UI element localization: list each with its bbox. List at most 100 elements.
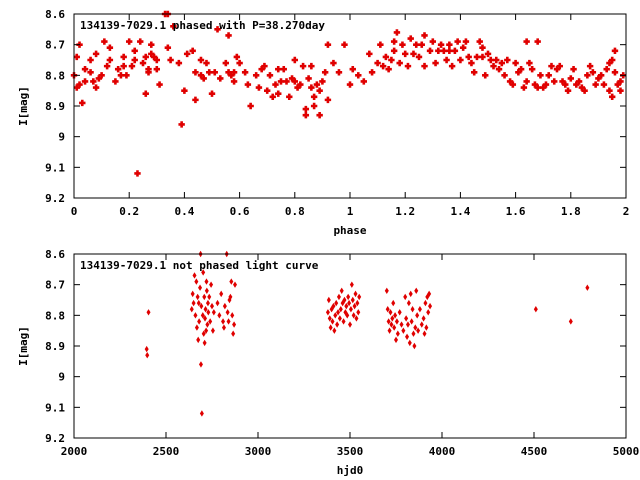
- phased-ticks: 0 0.2 0.4 0.6 0.8 1 1.2 1.4 1.6 1.8 2 8.6 8.7 8.8 8.9 9…: [45, 8, 629, 218]
- unphased-data-point: [348, 321, 352, 328]
- unphased-data-point: [145, 352, 150, 359]
- phased-data-point: [233, 53, 241, 61]
- unphased-data-point: [195, 293, 200, 301]
- phased-data-point: [228, 72, 235, 79]
- phased-data-point: [559, 78, 566, 85]
- phased-data-point: [390, 47, 398, 54]
- phased-data-point: [230, 69, 238, 76]
- unphased-data-point: [206, 309, 211, 316]
- phased-data-point: [302, 112, 310, 119]
- unphased-plot-frame: [73, 253, 627, 439]
- unphased-data-point: [405, 321, 410, 328]
- unphased-data-point: [201, 330, 206, 337]
- phased-data-point: [396, 59, 403, 67]
- phased-data-point: [197, 56, 205, 64]
- phased-data-point: [299, 62, 307, 70]
- unphased-data-point: [222, 302, 227, 310]
- phased-data-point: [537, 72, 544, 79]
- unphased-y-tick-label: 8.8: [45, 309, 65, 322]
- phased-data-point: [211, 69, 218, 76]
- unphased-data-point: [568, 318, 573, 325]
- phased-y-tick-label: 9: [58, 131, 65, 144]
- phased-data-point: [553, 66, 561, 73]
- unphased-data-point: [325, 309, 330, 316]
- phased-data-point: [137, 38, 144, 45]
- unphased-data-point: [226, 318, 231, 325]
- unphased-data-point: [417, 306, 422, 313]
- unphased-plot-area: 2000 2500 3000 3500 4000 4500 5000 8.6 8.7 8.8 8.9…: [45, 248, 639, 458]
- unphased-data-point: [403, 293, 408, 301]
- unphased-data-point: [394, 318, 399, 325]
- unphased-x-tick-label: 4500: [521, 445, 548, 458]
- unphased-data-point: [221, 324, 226, 331]
- phased-y-axis-label: I[mag]: [17, 86, 30, 126]
- phased-data-point: [148, 50, 155, 58]
- phased-data-point: [81, 78, 89, 85]
- phased-data-point: [214, 26, 221, 33]
- unphased-data-point: [197, 318, 202, 325]
- phased-data-point: [526, 59, 533, 67]
- unphased-data-point: [196, 299, 201, 307]
- phased-data-point: [611, 47, 619, 54]
- phased-data-point: [515, 69, 522, 76]
- unphased-data-point: [229, 278, 234, 285]
- phased-data-point: [490, 62, 497, 70]
- phased-data-point: [393, 29, 401, 36]
- phased-data-point: [520, 84, 528, 91]
- phased-data-point: [244, 81, 252, 88]
- unphased-data-point: [428, 302, 433, 310]
- phased-data-point: [288, 75, 296, 82]
- phased-y-tick-label: 8.7: [45, 39, 65, 52]
- phased-data-point: [206, 69, 213, 76]
- phased-data-point: [407, 35, 414, 42]
- phased-data-point: [443, 56, 450, 64]
- phased-x-tick-label: 0.4: [174, 205, 194, 218]
- phased-data-point: [252, 72, 260, 79]
- unphased-data-point: [221, 318, 226, 325]
- phased-data-point: [247, 102, 254, 110]
- phased-data-point: [153, 56, 160, 64]
- phased-data-point: [597, 72, 605, 79]
- unphased-data-point: [390, 315, 395, 322]
- phased-data-point: [482, 72, 489, 79]
- phased-data-point: [170, 23, 177, 30]
- phased-plot-area: 0 0.2 0.4 0.6 0.8 1 1.2 1.4 1.6 1.8 2 8.6 8.7 8.8 8.9 9…: [45, 8, 629, 218]
- phased-data-point: [236, 59, 243, 67]
- phased-data-point: [429, 38, 436, 45]
- phased-chart-title: 134139-7029.1 phased with P=38.270day: [80, 19, 325, 32]
- phased-data-point: [611, 69, 619, 76]
- phased-data-point: [225, 32, 232, 39]
- unphased-data-point: [205, 321, 210, 328]
- phased-data-point: [175, 59, 183, 67]
- phased-data-point: [341, 41, 348, 48]
- unphased-data-point: [350, 296, 355, 304]
- unphased-data-point: [204, 287, 209, 294]
- phased-data-point: [90, 78, 97, 85]
- unphased-data-point: [202, 293, 207, 301]
- phased-data-point: [258, 66, 265, 73]
- phased-data-point: [426, 47, 434, 54]
- unphased-data-point: [585, 284, 590, 291]
- phased-data-point: [567, 75, 574, 82]
- phased-data-point: [87, 69, 94, 76]
- unphased-x-tick-label: 2000: [61, 445, 88, 458]
- phased-y-tick-label: 8.6: [45, 8, 65, 21]
- unphased-data-point: [196, 336, 201, 344]
- phased-data-point: [410, 50, 417, 58]
- phased-data-point: [302, 105, 310, 113]
- phased-data-point: [280, 66, 287, 73]
- phased-data-point: [197, 72, 205, 79]
- unphased-data-point: [336, 309, 341, 316]
- unphased-data-point: [353, 290, 358, 298]
- unphased-data-point: [211, 309, 216, 316]
- phased-data-point: [291, 56, 298, 64]
- unphased-data-point: [337, 315, 342, 322]
- unphased-data-point: [233, 281, 237, 288]
- unphased-data-point: [345, 312, 350, 319]
- phased-data-point: [230, 78, 238, 85]
- phased-data-point: [95, 75, 103, 82]
- unphased-data-point: [404, 315, 409, 322]
- phased-y-tick-label: 9.2: [45, 192, 65, 205]
- unphased-data-point: [415, 312, 420, 319]
